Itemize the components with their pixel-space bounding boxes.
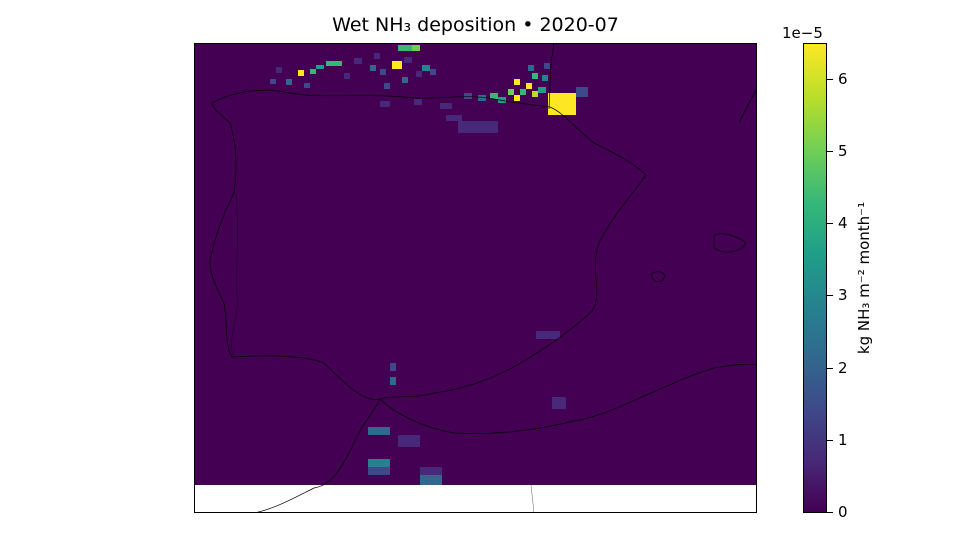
colorbar-label: kg NH₃ m⁻² month⁻¹ xyxy=(855,201,873,355)
colorbar-tick-label: 3 xyxy=(838,286,848,304)
map-panel xyxy=(194,43,757,513)
colorbar-tick-label: 4 xyxy=(838,214,848,232)
north-hotspots xyxy=(270,45,436,89)
colorbar-tick-label: 0 xyxy=(838,503,848,521)
colorbar-tick-label: 6 xyxy=(838,70,848,88)
data-field xyxy=(194,43,757,485)
colorbar-tick xyxy=(827,223,833,224)
colorbar-tick xyxy=(827,295,833,296)
colorbar-tick-label: 2 xyxy=(838,359,848,377)
map-title: Wet NH₃ deposition • 2020-07 xyxy=(332,14,619,36)
colorbar-tick xyxy=(827,151,833,152)
south-hotspots xyxy=(368,331,566,485)
colorbar-tick xyxy=(827,512,833,513)
coastlines xyxy=(209,43,757,513)
colorbar xyxy=(803,43,827,513)
no-data-strip xyxy=(194,485,757,513)
colorbar-offset: 1e−5 xyxy=(782,24,823,42)
colorbar-tick xyxy=(827,440,833,441)
borders xyxy=(231,192,535,513)
colorbar-tick xyxy=(827,368,833,369)
colorbar-tick-label: 1 xyxy=(838,431,848,449)
colorbar-tick xyxy=(827,79,833,80)
colorbar-tick-label: 5 xyxy=(838,142,848,160)
map-frame xyxy=(194,43,757,513)
